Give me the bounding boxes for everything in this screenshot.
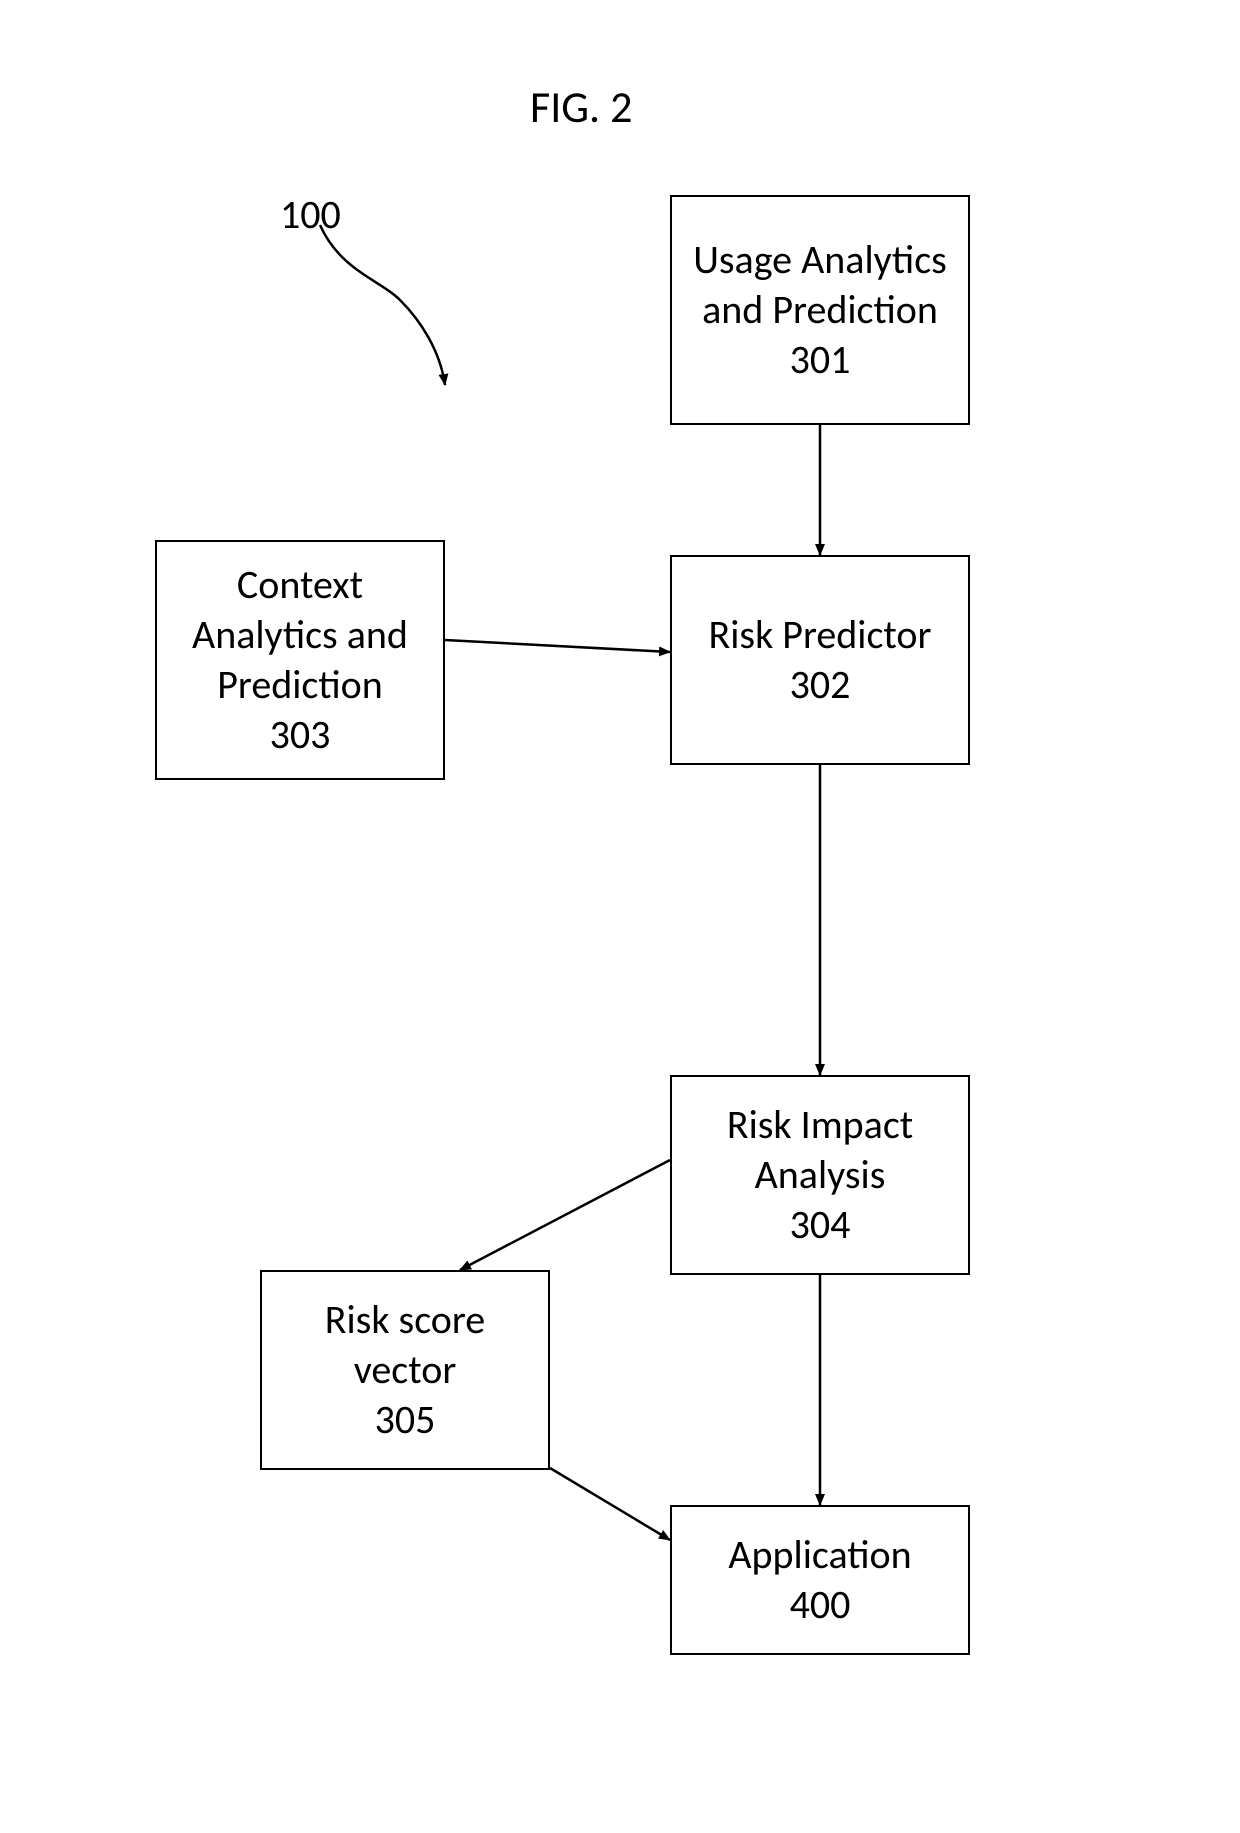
node-usage-analytics: Usage Analytics and Prediction 301	[670, 195, 970, 425]
node-risk-impact: Risk Impact Analysis 304	[670, 1075, 970, 1275]
node-number: 400	[790, 1580, 851, 1630]
node-number: 302	[790, 660, 851, 710]
arrow-risk_impact-to-risk_score	[460, 1160, 670, 1270]
node-number: 301	[790, 335, 851, 385]
node-number: 303	[270, 710, 331, 760]
reference-label-100: 100	[280, 190, 341, 239]
node-text: Application	[728, 1530, 911, 1580]
arrow-context-to-risk_predictor	[445, 640, 670, 652]
node-text: Context Analytics and Prediction	[167, 560, 433, 710]
figure-title: FIG. 2	[530, 80, 632, 134]
arrow-risk_score-to-application	[550, 1468, 670, 1540]
node-text: Risk Predictor	[709, 610, 932, 660]
curved-pointer-arrow	[320, 225, 445, 385]
arrows-layer	[0, 0, 1240, 1833]
node-text: Risk score vector	[272, 1295, 538, 1395]
node-application: Application 400	[670, 1505, 970, 1655]
node-text: Usage Analytics and Prediction	[682, 235, 958, 335]
node-number: 305	[375, 1395, 436, 1445]
node-context-analytics: Context Analytics and Prediction 303	[155, 540, 445, 780]
node-risk-score-vector: Risk score vector 305	[260, 1270, 550, 1470]
node-text: Risk Impact Analysis	[682, 1100, 958, 1200]
node-risk-predictor: Risk Predictor 302	[670, 555, 970, 765]
node-number: 304	[790, 1200, 851, 1250]
